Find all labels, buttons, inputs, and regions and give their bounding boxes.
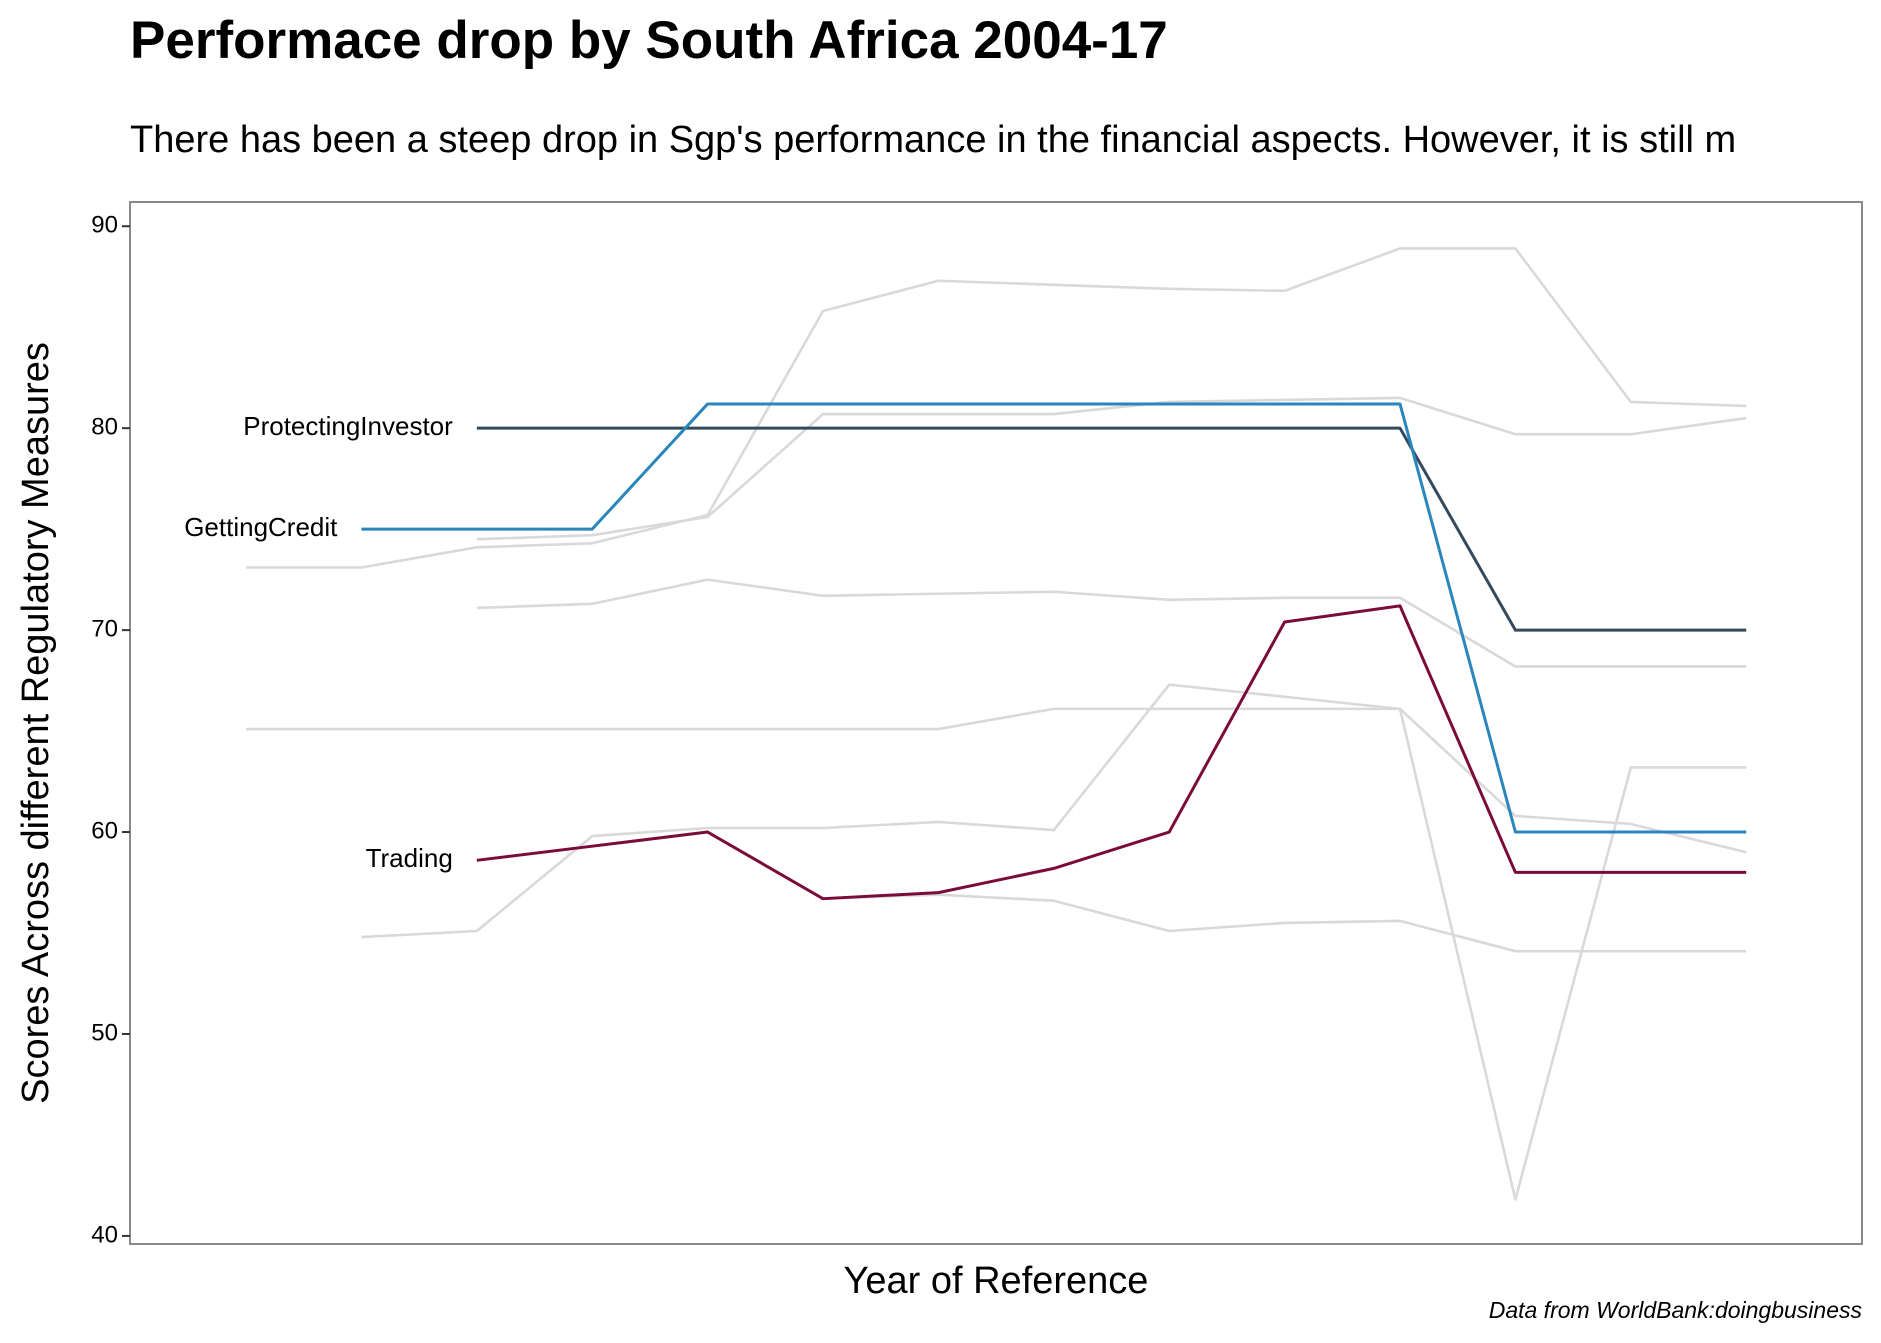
series-line xyxy=(246,247,1747,569)
series-label: Trading xyxy=(366,843,453,873)
series-line xyxy=(361,683,1747,1201)
series-label: ProtectingInvestor xyxy=(243,411,453,441)
series-line xyxy=(822,893,1747,953)
plot-panel xyxy=(129,201,1863,1245)
caption: Data from WorldBank:doingbusiness xyxy=(1489,1297,1863,1323)
y-tick-label: 50 xyxy=(91,1019,118,1046)
chart-subtitle: There has been a steep drop in Sgp's per… xyxy=(130,119,1736,161)
y-tick-label: 40 xyxy=(91,1221,118,1248)
y-tick-label: 80 xyxy=(91,414,118,441)
series-line xyxy=(361,402,1747,834)
y-axis-title: Scores Across different Regulatory Measu… xyxy=(15,342,57,1104)
series-label: GettingCredit xyxy=(184,512,338,542)
x-axis-title: Year of Reference xyxy=(844,1260,1149,1302)
series-line xyxy=(246,707,1747,854)
y-tick-label: 90 xyxy=(91,212,118,239)
series-line xyxy=(476,426,1747,632)
series-line xyxy=(476,578,1747,668)
series-line xyxy=(476,396,1747,541)
series-line xyxy=(476,604,1747,901)
y-tick-label: 60 xyxy=(91,817,118,844)
chart-title: Performace drop by South Africa 2004-17 xyxy=(130,11,1168,70)
y-tick-label: 70 xyxy=(91,615,118,642)
